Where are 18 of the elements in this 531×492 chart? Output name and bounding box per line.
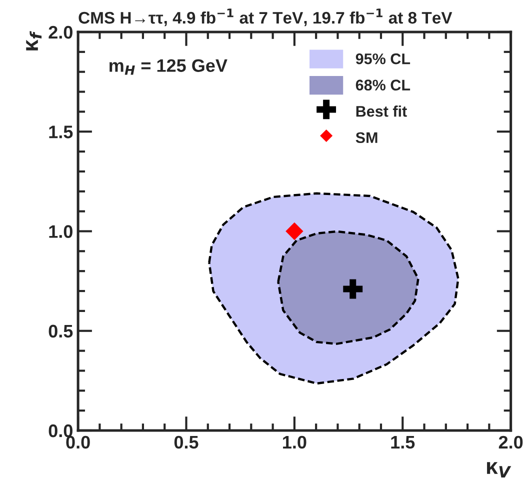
legend-label: Best fit (356, 106, 407, 117)
x-tick-label: 0.0 (66, 436, 90, 449)
annotation: m$_{H}$ = 125 GeV (110, 59, 228, 75)
legend-label: 95% CL (356, 53, 410, 64)
x-tick-label: 1.5 (391, 436, 415, 449)
y-tick-label: 0.5 (48, 324, 73, 338)
chart-title: CMS H→ττ, 4.9 fb$^{−1}$ at 7 TeV, 19.7 fb$^{−1}$ at 8 TeV (78, 8, 452, 26)
x-tick-label: 2.0 (498, 436, 523, 449)
legend-label: SM (356, 132, 378, 144)
y-tick-label: 2.0 (48, 26, 72, 39)
y-tick-label: 0.0 (48, 424, 72, 438)
y-tick-label: 1.0 (49, 225, 72, 238)
legend-label: 68% CL (356, 80, 410, 91)
y-axis-title: κ$_{f}$ (26, 30, 42, 50)
x-axis-title: κ$_{V}$ (487, 462, 512, 478)
y-tick-label: 1.5 (49, 126, 73, 138)
x-tick-label: 0.5 (174, 436, 198, 449)
x-tick-label: 1.0 (283, 436, 306, 449)
